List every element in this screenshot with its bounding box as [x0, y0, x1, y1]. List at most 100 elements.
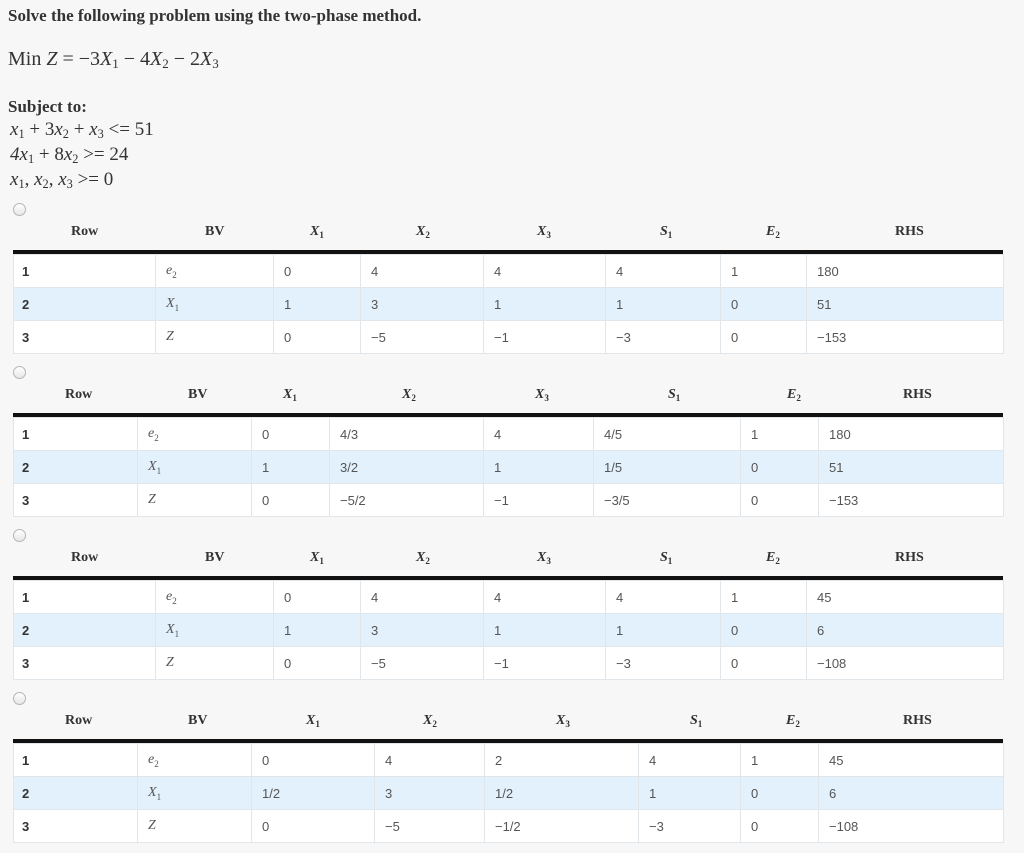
cell-x2: 3 — [360, 287, 484, 321]
cell-rhs: 51 — [818, 450, 1004, 484]
answer-option-1-radio[interactable] — [13, 203, 26, 216]
c3-relation: >= 0 — [72, 169, 114, 190]
cell-s1: 1/5 — [593, 450, 741, 484]
cell-e2: 0 — [720, 613, 807, 647]
table-header: Row BV X1 X2 X3 S1 E2 RHS — [13, 214, 1003, 250]
objective-x2-sub: 2 — [162, 56, 169, 71]
cell-e2: 0 — [740, 776, 819, 810]
header-x2: X2 — [402, 387, 416, 403]
tableau-table: 1 e2 0 4 4 4 1 180 2 X1 1 3 1 1 0 51 3 Z… — [13, 254, 1004, 354]
cell-row: 2 — [13, 287, 156, 321]
header-rule — [13, 250, 1003, 254]
cell-bv: Z — [155, 646, 274, 680]
answer-option-4-radio[interactable] — [13, 692, 26, 705]
objective-x1: X — [100, 48, 113, 70]
cell-x1: 1 — [273, 287, 361, 321]
cell-x3: 2 — [484, 743, 639, 777]
table-row: 2 X1 1 3 1 1 0 51 — [13, 287, 1004, 321]
cell-bv: e2 — [155, 254, 274, 288]
table-row: 2 X1 1 3 1 1 0 6 — [13, 613, 1004, 647]
c1-term-b: + 3 — [24, 119, 55, 140]
answer-option-4: Row BV X1 X2 X3 S1 E2 RHS 1 e2 0 4 2 4 1… — [13, 703, 1004, 843]
cell-row: 3 — [13, 483, 138, 517]
header-e2: E2 — [786, 713, 800, 729]
cell-x1: 0 — [273, 580, 361, 614]
c1-term-a: x — [10, 119, 19, 140]
cell-x1: 0 — [251, 483, 330, 517]
c1-term-d: + — [68, 119, 90, 140]
cell-x3: −1 — [483, 646, 606, 680]
cell-e2: 0 — [720, 287, 807, 321]
objective-op2: − 2 — [168, 48, 201, 70]
c2-term-a: 4x — [10, 144, 28, 165]
cell-row: 1 — [13, 417, 138, 451]
cell-rhs: 45 — [806, 580, 1004, 614]
header-rule — [13, 413, 1003, 417]
cell-row: 3 — [13, 809, 138, 843]
header-x1: X1 — [306, 713, 320, 729]
header-x3: X3 — [537, 550, 551, 566]
cell-bv: e2 — [137, 417, 252, 451]
table-row: 3 Z 0 −5 −1/2 −3 0 −108 — [13, 809, 1004, 843]
c1-sub-a: 1 — [18, 127, 25, 141]
header-row: Row — [71, 550, 99, 565]
answer-option-3-radio[interactable] — [13, 529, 26, 542]
table-row: 3 Z 0 −5 −1 −3 0 −108 — [13, 646, 1004, 680]
header-rule — [13, 739, 1003, 743]
answer-option-1: Row BV X1 X2 X3 S1 E2 RHS 1 e2 0 4 4 4 1… — [13, 214, 1004, 354]
cell-x2: 4/3 — [329, 417, 484, 451]
cell-e2: 1 — [720, 580, 807, 614]
constraint-2: 4x1 + 8x2 >= 24 — [10, 144, 128, 167]
cell-bv: X1 — [155, 287, 274, 321]
cell-x1: 0 — [251, 743, 375, 777]
cell-row: 1 — [13, 743, 138, 777]
header-bv: BV — [188, 713, 208, 728]
cell-s1: −3 — [638, 809, 741, 843]
table-row: 1 e2 0 4 2 4 1 45 — [13, 743, 1004, 777]
cell-x2: 4 — [360, 254, 484, 288]
cell-e2: 0 — [740, 450, 819, 484]
header-rhs: RHS — [903, 387, 932, 402]
table-row: 2 X1 1 3/2 1 1/5 0 51 — [13, 450, 1004, 484]
cell-x1: 1 — [273, 613, 361, 647]
cell-s1: 4 — [605, 580, 721, 614]
cell-x3: 1/2 — [484, 776, 639, 810]
table-row: 3 Z 0 −5/2 −1 −3/5 0 −153 — [13, 483, 1004, 517]
cell-row: 2 — [13, 776, 138, 810]
cell-x1: 0 — [251, 417, 330, 451]
cell-e2: 0 — [720, 320, 807, 354]
objective-eq: = −3 — [57, 48, 101, 70]
cell-e2: 1 — [720, 254, 807, 288]
objective-x3-sub: 3 — [212, 56, 219, 71]
table-row: 1 e2 0 4 4 4 1 45 — [13, 580, 1004, 614]
cell-rhs: 6 — [818, 776, 1004, 810]
cell-x2: 4 — [360, 580, 484, 614]
table-header: Row BV X1 X2 X3 S1 E2 RHS — [13, 703, 1003, 739]
cell-x2: −5 — [360, 646, 484, 680]
cell-x3: −1 — [483, 483, 594, 517]
cell-row: 2 — [13, 450, 138, 484]
header-s1: S1 — [660, 224, 673, 240]
header-e2: E2 — [787, 387, 801, 403]
objective-lhs: Z — [46, 48, 58, 70]
objective-x1-sub: 1 — [112, 56, 119, 71]
cell-bv: e2 — [155, 580, 274, 614]
header-row: Row — [65, 713, 93, 728]
c3-term-d: , — [48, 169, 59, 190]
header-rhs: RHS — [903, 713, 932, 728]
cell-s1: 1 — [638, 776, 741, 810]
cell-x2: −5 — [360, 320, 484, 354]
header-row: Row — [71, 224, 99, 239]
header-e2: E2 — [766, 550, 780, 566]
c3-term-c: x — [34, 169, 43, 190]
cell-e2: 0 — [720, 646, 807, 680]
cell-row: 1 — [13, 254, 156, 288]
header-x3: X3 — [556, 713, 570, 729]
answer-option-2-radio[interactable] — [13, 366, 26, 379]
c3-sub-a: 1 — [18, 177, 25, 191]
cell-rhs: −108 — [806, 646, 1004, 680]
objective-op1: − 4 — [118, 48, 151, 70]
cell-e2: 0 — [740, 483, 819, 517]
header-s1: S1 — [690, 713, 703, 729]
header-row: Row — [65, 387, 93, 402]
